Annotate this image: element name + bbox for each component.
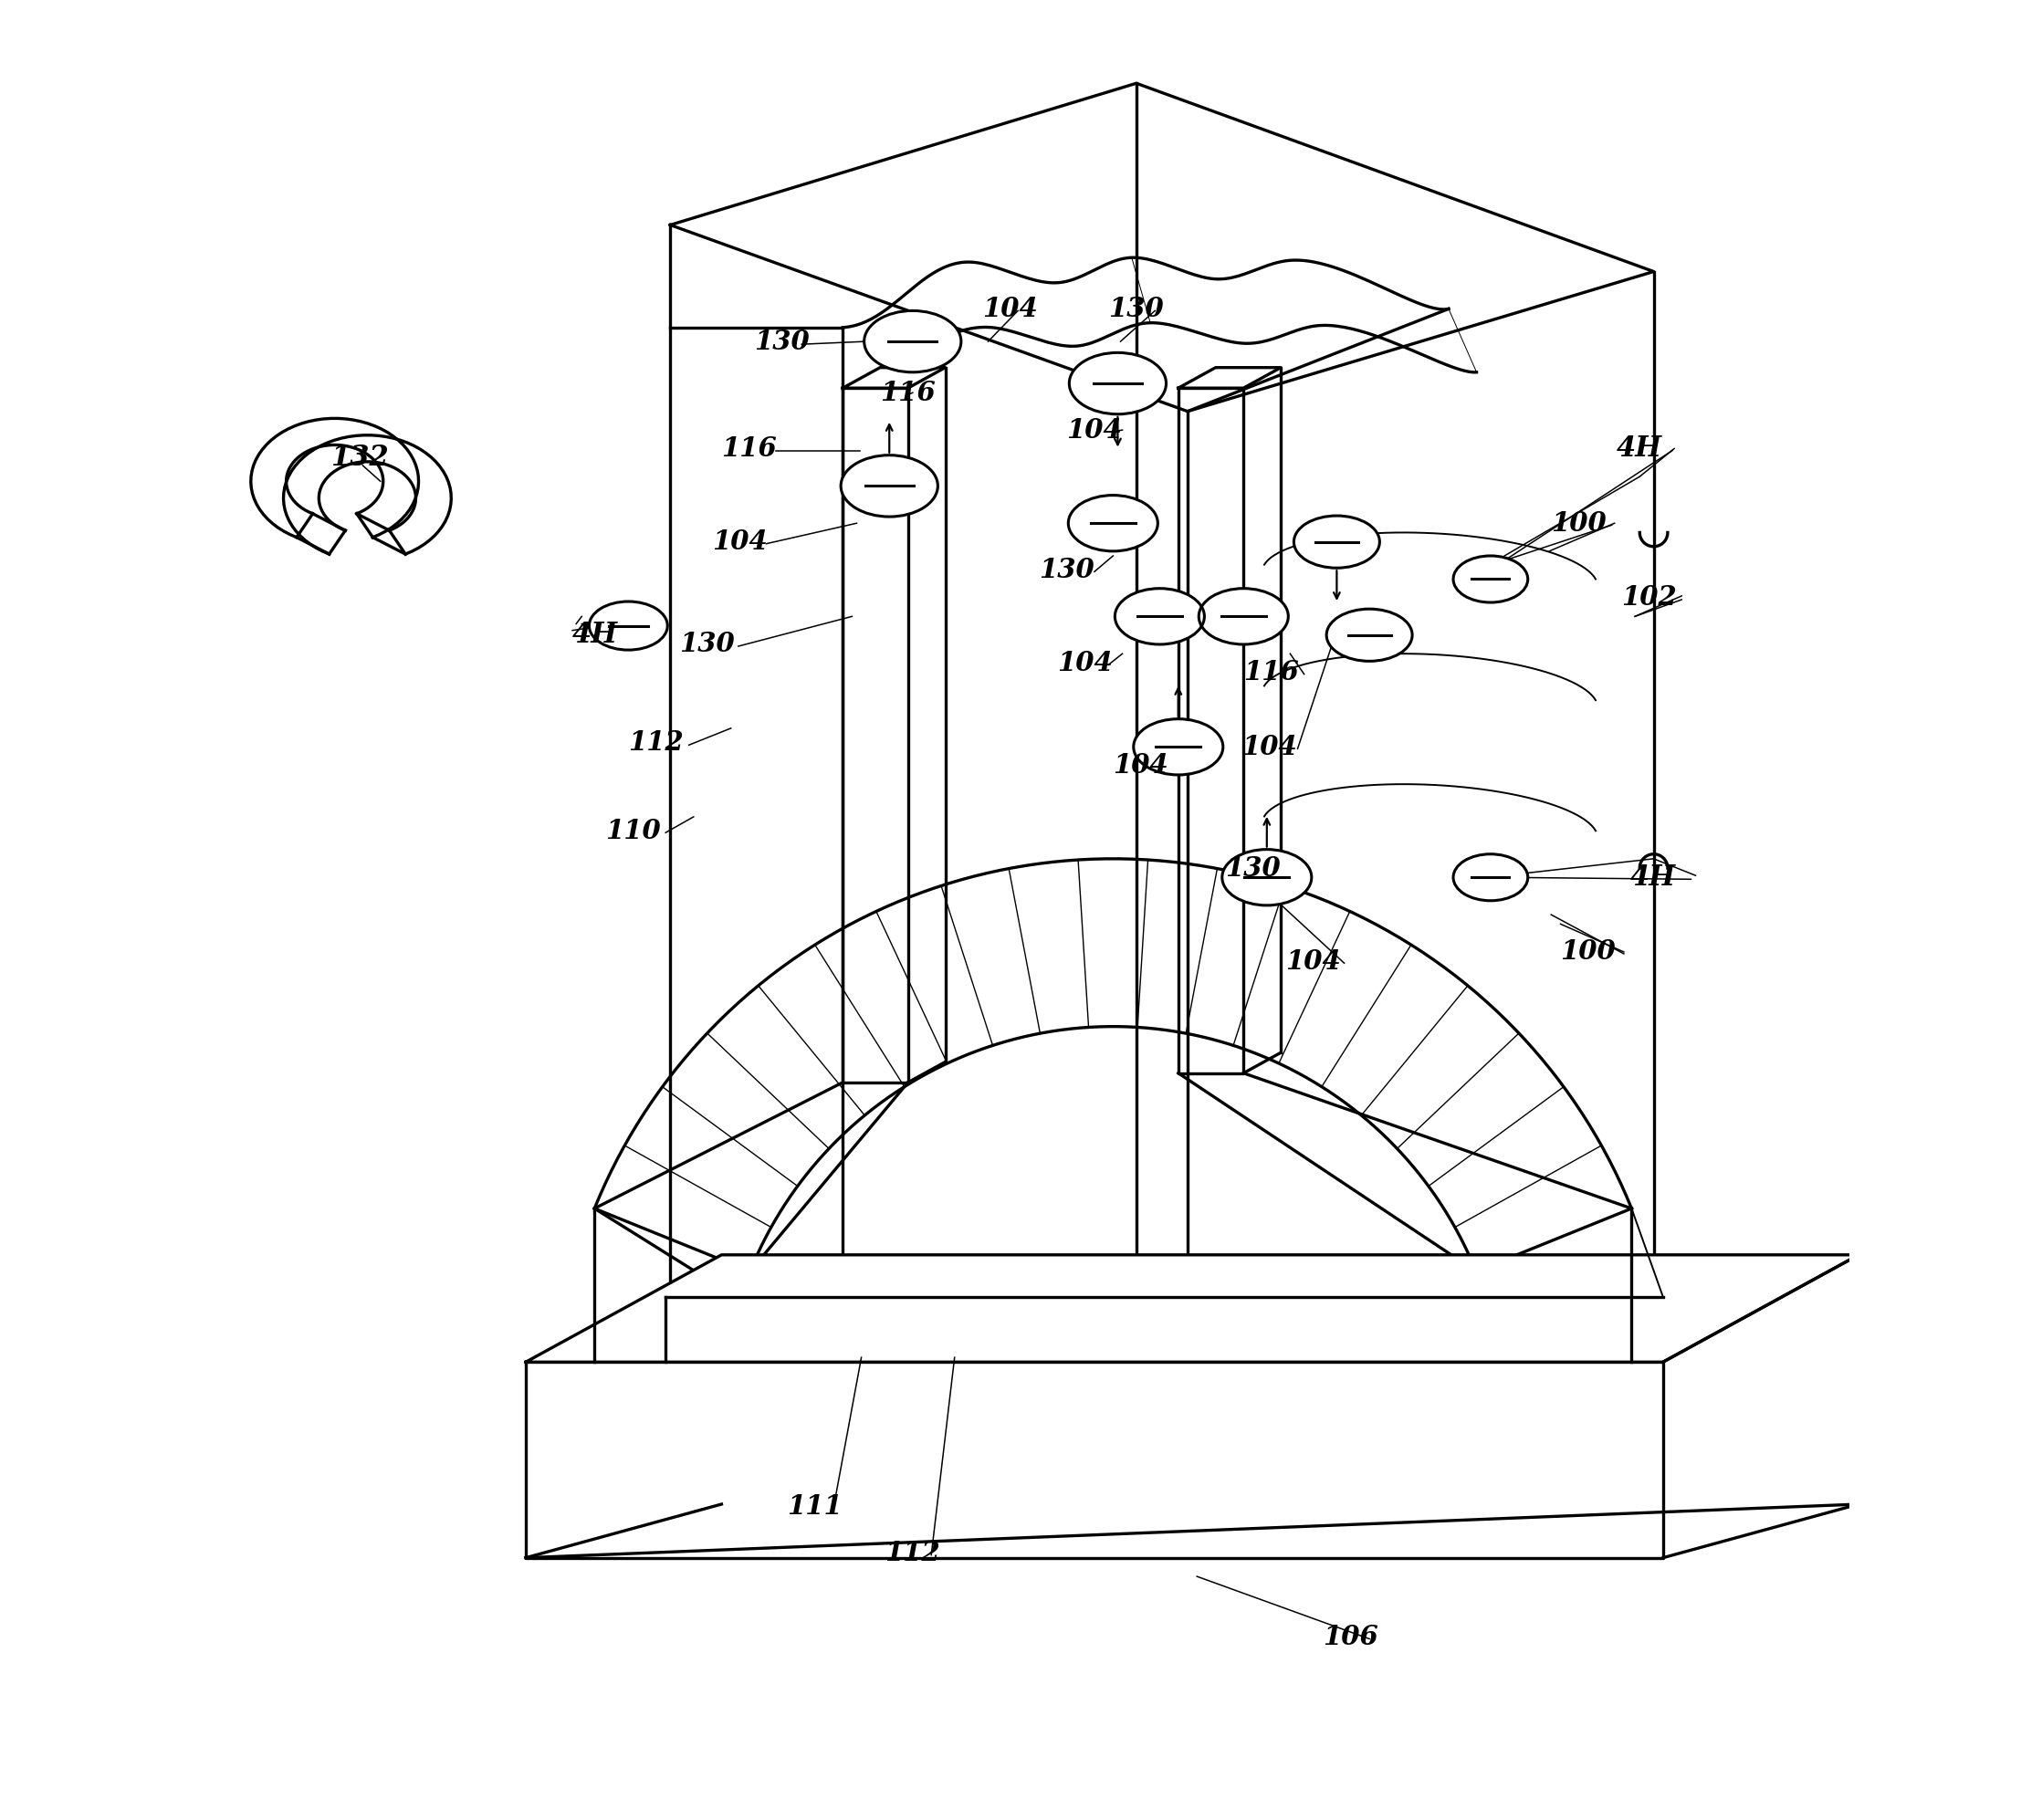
Text: 4H: 4H [572, 621, 618, 650]
Ellipse shape [1069, 495, 1158, 551]
Text: 130: 130 [1108, 295, 1164, 322]
Text: 104: 104 [1057, 650, 1112, 677]
Text: 116: 116 [879, 380, 936, 406]
Text: 111: 111 [786, 1492, 843, 1520]
Ellipse shape [1326, 610, 1413, 661]
Text: 116: 116 [1243, 659, 1300, 686]
Text: 130: 130 [679, 632, 736, 657]
Ellipse shape [1453, 555, 1528, 602]
Ellipse shape [1134, 719, 1223, 775]
Text: 112: 112 [629, 730, 683, 755]
Ellipse shape [1223, 850, 1312, 905]
Text: 4H: 4H [1631, 863, 1675, 892]
Polygon shape [1178, 368, 1281, 388]
Ellipse shape [841, 455, 938, 517]
Text: 130: 130 [754, 328, 810, 355]
Text: 104: 104 [1067, 417, 1122, 444]
Ellipse shape [1069, 353, 1166, 415]
Ellipse shape [1293, 515, 1380, 568]
Ellipse shape [1198, 588, 1287, 644]
Text: 116: 116 [721, 435, 776, 462]
Text: 132: 132 [329, 444, 388, 471]
Text: 104: 104 [1114, 752, 1168, 779]
Polygon shape [843, 368, 946, 388]
Text: 130: 130 [1225, 855, 1281, 881]
Text: 104: 104 [1241, 733, 1297, 761]
Ellipse shape [590, 601, 667, 650]
Text: 100: 100 [1560, 939, 1617, 965]
Text: 106: 106 [1324, 1623, 1378, 1651]
Ellipse shape [865, 311, 962, 373]
Text: 104: 104 [982, 295, 1039, 322]
Text: 130: 130 [1039, 557, 1093, 582]
Text: 104: 104 [1285, 948, 1340, 974]
Text: 4H: 4H [1617, 435, 1661, 462]
Text: 112: 112 [885, 1540, 940, 1567]
Ellipse shape [1453, 854, 1528, 901]
Text: 110: 110 [604, 817, 661, 844]
Polygon shape [525, 1254, 1859, 1361]
Text: 104: 104 [711, 528, 768, 555]
Text: 100: 100 [1552, 510, 1607, 537]
Ellipse shape [1116, 588, 1205, 644]
Text: 102: 102 [1621, 584, 1677, 612]
